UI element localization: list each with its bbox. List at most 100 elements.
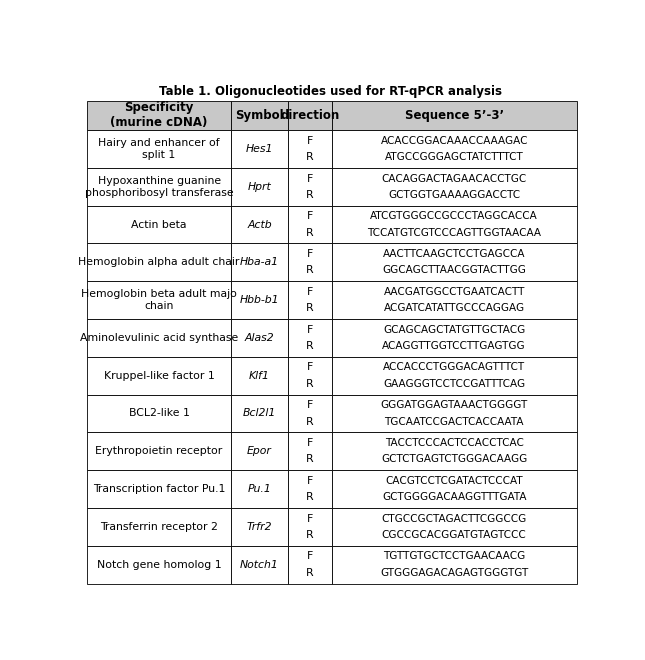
Text: Epor: Epor — [247, 446, 272, 456]
Text: Specificity
(murine cDNA): Specificity (murine cDNA) — [110, 102, 208, 129]
Bar — [232, 357, 288, 395]
Text: Hbb-b1: Hbb-b1 — [240, 295, 279, 305]
Text: Transcription factor Pu.1: Transcription factor Pu.1 — [93, 484, 225, 494]
Bar — [232, 281, 288, 319]
Bar — [87, 281, 232, 319]
Text: TACCTCCCACTCCACCTCAC
GCTCTGAGTCTGGGACAAGG: TACCTCCCACTCCACCTCAC GCTCTGAGTCTGGGACAAG… — [381, 438, 528, 465]
Bar — [288, 130, 332, 168]
Text: Actb: Actb — [247, 220, 272, 230]
Text: Actin beta: Actin beta — [132, 220, 187, 230]
Bar — [87, 319, 232, 357]
Text: Notch1: Notch1 — [240, 560, 279, 570]
Bar — [232, 395, 288, 432]
Text: GGGATGGAGTAAACTGGGGT
TGCAATCCGACTCACCAATA: GGGATGGAGTAAACTGGGGT TGCAATCCGACTCACCAAT… — [381, 400, 528, 426]
Bar — [232, 432, 288, 470]
Text: Hba-a1: Hba-a1 — [240, 257, 279, 267]
Bar — [87, 470, 232, 508]
Bar — [332, 281, 577, 319]
Text: Alas2: Alas2 — [244, 333, 274, 343]
Text: ACCACCCTGGGACAGTTTCT
GAAGGGTCCTCCGATTTCAG: ACCACCCTGGGACAGTTTCT GAAGGGTCCTCCGATTTCA… — [383, 362, 525, 389]
Bar — [332, 244, 577, 281]
Text: CTGCCGCTAGACTTCGGCCG
CGCCGCACGGATGTAGTCCC: CTGCCGCTAGACTTCGGCCG CGCCGCACGGATGTAGTCC… — [382, 513, 527, 540]
Text: direction: direction — [280, 109, 339, 122]
Bar — [288, 101, 332, 130]
Text: Aminolevulinic acid synthase: Aminolevulinic acid synthase — [80, 333, 238, 343]
Text: Hairy and enhancer of
split 1: Hairy and enhancer of split 1 — [98, 138, 220, 160]
Text: Klf1: Klf1 — [249, 371, 270, 381]
Bar — [288, 357, 332, 395]
Text: F
R: F R — [306, 136, 313, 162]
Bar — [288, 395, 332, 432]
Bar — [332, 470, 577, 508]
Bar — [332, 206, 577, 244]
Text: F
R: F R — [306, 513, 313, 540]
Bar — [288, 319, 332, 357]
Bar — [288, 470, 332, 508]
Text: Symbol: Symbol — [235, 109, 284, 122]
Bar — [288, 206, 332, 244]
Bar — [232, 470, 288, 508]
Bar — [232, 319, 288, 357]
Bar — [87, 130, 232, 168]
Text: Bcl2l1: Bcl2l1 — [243, 409, 276, 418]
Text: F
R: F R — [306, 325, 313, 351]
Bar — [288, 546, 332, 583]
Text: Hypoxanthine guanine
phosphoribosyl transferase: Hypoxanthine guanine phosphoribosyl tran… — [84, 176, 233, 197]
Text: F
R: F R — [306, 476, 313, 502]
Text: ATCGTGGGCCGCCCTAGGCACCA
TCCATGTCGTCCCAGTTGGTAACAA: ATCGTGGGCCGCCCTAGGCACCA TCCATGTCGTCCCAGT… — [367, 211, 541, 238]
Text: Pu.1: Pu.1 — [248, 484, 272, 494]
Text: Erythropoietin receptor: Erythropoietin receptor — [95, 446, 223, 456]
Text: Hprt: Hprt — [248, 182, 272, 191]
Bar — [288, 281, 332, 319]
Bar — [87, 357, 232, 395]
Text: CACGTCCTCGATACTCCCAT
GCTGGGGACAAGGTTTGATA: CACGTCCTCGATACTCCCAT GCTGGGGACAAGGTTTGAT… — [382, 476, 526, 502]
Bar — [288, 508, 332, 546]
Text: AACTTCAAGCTCCTGAGCCA
GGCAGCTTAACGGTACTTGG: AACTTCAAGCTCCTGAGCCA GGCAGCTTAACGGTACTTG… — [382, 249, 526, 275]
Text: F
R: F R — [306, 400, 313, 426]
Bar — [332, 319, 577, 357]
Text: Table 1. Oligonucleotides used for RT-qPCR analysis: Table 1. Oligonucleotides used for RT-qP… — [159, 85, 502, 98]
Text: F
R: F R — [306, 287, 313, 314]
Bar — [288, 244, 332, 281]
Bar — [87, 508, 232, 546]
Text: Hemoglobin alpha adult chair: Hemoglobin alpha adult chair — [79, 257, 240, 267]
Bar — [87, 395, 232, 432]
Text: Transferrin receptor 2: Transferrin receptor 2 — [100, 522, 218, 532]
Text: Kruppel-like factor 1: Kruppel-like factor 1 — [104, 371, 214, 381]
Bar — [232, 546, 288, 583]
Bar — [332, 168, 577, 206]
Bar — [332, 395, 577, 432]
Text: F
R: F R — [306, 174, 313, 200]
Bar — [232, 206, 288, 244]
Bar — [87, 244, 232, 281]
Text: F
R: F R — [306, 552, 313, 578]
Bar — [232, 101, 288, 130]
Text: Trfr2: Trfr2 — [247, 522, 272, 532]
Bar — [87, 168, 232, 206]
Bar — [232, 244, 288, 281]
Text: F
R: F R — [306, 362, 313, 389]
Text: CACAGGACTAGAACACCTGC
GCTGGTGAAAAGGACCTC: CACAGGACTAGAACACCTGC GCTGGTGAAAAGGACCTC — [382, 174, 527, 200]
Text: Hes1: Hes1 — [246, 144, 273, 154]
Bar — [332, 508, 577, 546]
Bar — [232, 130, 288, 168]
Text: Notch gene homolog 1: Notch gene homolog 1 — [97, 560, 221, 570]
Bar — [332, 130, 577, 168]
Text: Sequence 5’-3’: Sequence 5’-3’ — [404, 109, 504, 122]
Bar — [332, 432, 577, 470]
Text: F
R: F R — [306, 249, 313, 275]
Bar — [87, 432, 232, 470]
Text: BCL2-like 1: BCL2-like 1 — [128, 409, 190, 418]
Bar — [332, 546, 577, 583]
Bar — [232, 508, 288, 546]
Bar — [87, 546, 232, 583]
Text: F
R: F R — [306, 211, 313, 238]
Bar — [288, 432, 332, 470]
Text: Hemoglobin beta adult majo
chain: Hemoglobin beta adult majo chain — [81, 289, 237, 311]
Bar — [332, 357, 577, 395]
Bar — [87, 101, 232, 130]
Text: GCAGCAGCTATGTTGCTACG
ACAGGTTGGTCCTTGAGTGG: GCAGCAGCTATGTTGCTACG ACAGGTTGGTCCTTGAGTG… — [382, 325, 526, 351]
Text: ACACCGGACAAACCAAAGAC
ATGCCGGGAGCTATCTTTCT: ACACCGGACAAACCAAAGAC ATGCCGGGAGCTATCTTTC… — [381, 136, 528, 162]
Text: AACGATGGCCTGAATCACTT
ACGATCATATTGCCCAGGAG: AACGATGGCCTGAATCACTT ACGATCATATTGCCCAGGA… — [384, 287, 525, 314]
Bar — [288, 168, 332, 206]
